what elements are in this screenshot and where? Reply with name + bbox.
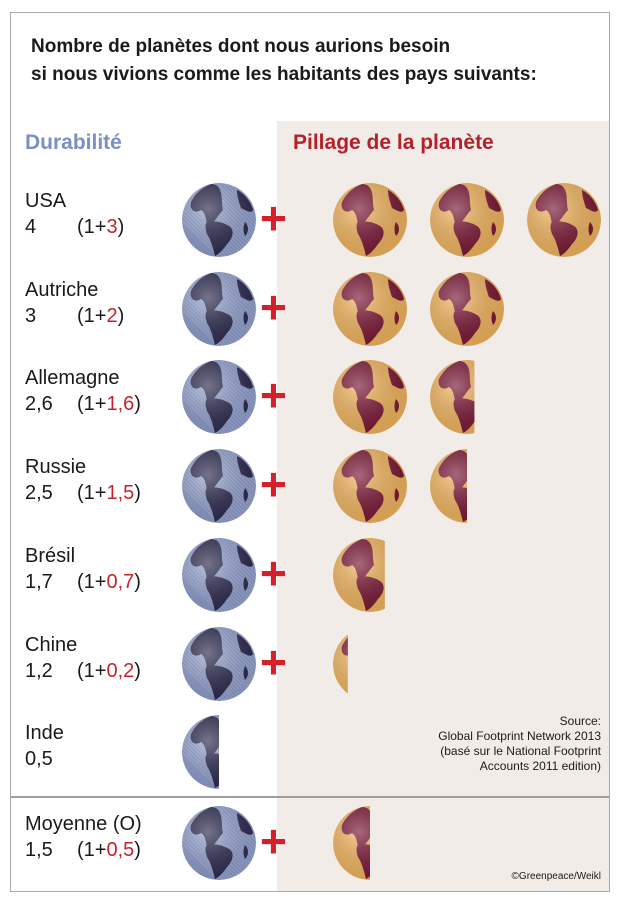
breakdown-open: (: [77, 570, 84, 593]
total-value: 2,6: [25, 393, 53, 416]
base-value: 1: [83, 482, 95, 505]
country-value: 4 (1 +3): [25, 216, 124, 239]
breakdown-open: (: [77, 304, 84, 327]
plus-sign: +: [94, 659, 107, 682]
breakdown-close: ): [134, 659, 141, 682]
country-label: Allemagne: [25, 367, 120, 390]
globe-orange-icon: [430, 183, 504, 257]
pillage-value: 1,6: [106, 393, 135, 416]
globe-orange-icon: [333, 360, 407, 435]
base-value: 1: [83, 839, 95, 861]
breakdown-close: ): [117, 304, 125, 327]
country-value: 1,2 (1 +0,2): [25, 660, 141, 683]
total-value: 3: [25, 304, 37, 327]
globe-orange-icon: [430, 271, 504, 346]
country-value: 1,7 (1 +0,7): [25, 571, 141, 594]
globe-blue-icon: [182, 449, 256, 524]
plus-icon: +: [260, 635, 287, 688]
globe-orange-icon: [333, 449, 407, 524]
base-value: 1: [83, 570, 95, 593]
globe-blue-icon: [182, 715, 219, 790]
plus-icon: +: [260, 192, 287, 244]
globe-blue-icon: [182, 537, 256, 612]
pillage-value: 0,5: [106, 839, 135, 861]
pillage-value: 1,5: [106, 482, 135, 505]
pillage-header: Pillage de la planète: [293, 131, 494, 154]
plus-icon: +: [260, 369, 287, 422]
source-line-2: Global Footprint Network 2013: [438, 729, 601, 743]
average-divider: [11, 796, 609, 798]
country-label: Russie: [25, 456, 87, 479]
pillage-value: 2: [106, 304, 118, 327]
total-value: 1,2: [25, 659, 53, 682]
plus-sign: +: [94, 393, 107, 416]
total-value: 2,5: [25, 482, 53, 505]
globe-orange-icon: [333, 537, 385, 612]
globe-blue-icon: [182, 271, 256, 346]
country-value: 1,5 (1 +0,5): [25, 839, 141, 862]
country-value: 2,6 (1 +1,6): [25, 393, 141, 416]
globe-orange-icon: [333, 271, 407, 346]
durability-header: Durabilité: [25, 131, 122, 154]
plus-sign: +: [94, 482, 107, 505]
chart-title: Nombre de planètes dont nous aurions bes…: [31, 33, 591, 89]
country-value: 2,5 (1 +1,5): [25, 482, 141, 505]
base-value: 1: [83, 216, 95, 238]
globe-orange-icon: [333, 806, 370, 880]
plus-icon: +: [260, 280, 287, 333]
source-note: Source: Global Footprint Network 2013 (b…: [438, 714, 601, 774]
globe-orange-icon: [527, 183, 601, 257]
country-label: Autriche: [25, 278, 99, 301]
country-label: USA: [25, 190, 67, 212]
plus-icon: +: [260, 458, 287, 511]
breakdown-open: (: [77, 659, 84, 682]
globe-orange-icon: [333, 626, 348, 701]
country-label: Moyenne (O): [25, 813, 142, 835]
source-label: Source:: [559, 714, 601, 728]
globe-blue-icon: [182, 806, 256, 880]
globe-blue-icon: [182, 626, 256, 701]
breakdown-close: ): [134, 393, 141, 416]
country-value: 0,5: [25, 748, 77, 771]
pillage-value: 0,7: [106, 570, 135, 593]
total-value: 1,5: [25, 839, 53, 861]
credit-text: ©Greenpeace/Weikl: [511, 871, 601, 882]
pillage-value: 3: [106, 216, 118, 238]
infographic-frame: Nombre de planètes dont nous aurions bes…: [10, 12, 610, 892]
country-label: Inde: [25, 722, 64, 745]
plus-sign: +: [94, 304, 107, 327]
total-value: 4: [25, 216, 37, 238]
country-label: Brésil: [25, 544, 76, 567]
base-value: 1: [83, 304, 95, 327]
country-value: 3 (1 +2): [25, 305, 124, 328]
pillage-value: 0,2: [106, 659, 135, 682]
title-line-1: Nombre de planètes dont nous aurions bes…: [31, 36, 451, 57]
breakdown-close: ): [134, 482, 141, 505]
source-line-3: (basé sur le National Footprint: [440, 744, 601, 758]
breakdown-close: ): [134, 839, 141, 861]
plus-sign: +: [94, 839, 107, 861]
breakdown-close: ): [134, 570, 141, 593]
breakdown-open: (: [77, 839, 84, 861]
globe-orange-icon: [430, 449, 467, 524]
title-line-2: si nous vivions comme les habitants des …: [31, 64, 537, 85]
plus-icon: +: [260, 815, 287, 867]
globe-blue-icon: [182, 183, 256, 257]
base-value: 1: [83, 393, 95, 416]
globe-blue-icon: [182, 360, 256, 435]
plus-icon: +: [260, 546, 287, 599]
plus-sign: +: [94, 216, 107, 238]
plus-sign: +: [94, 570, 107, 593]
globe-orange-icon: [333, 183, 407, 257]
total-value: 0,5: [25, 748, 53, 771]
breakdown-open: (: [77, 393, 84, 416]
breakdown-open: (: [77, 482, 84, 505]
globe-orange-icon: [430, 360, 475, 435]
base-value: 1: [83, 659, 95, 682]
country-label: Chine: [25, 633, 78, 656]
source-line-4: Accounts 2011 edition): [479, 759, 601, 773]
breakdown-close: ): [117, 216, 125, 238]
total-value: 1,7: [25, 570, 53, 593]
breakdown-open: (: [77, 216, 84, 238]
